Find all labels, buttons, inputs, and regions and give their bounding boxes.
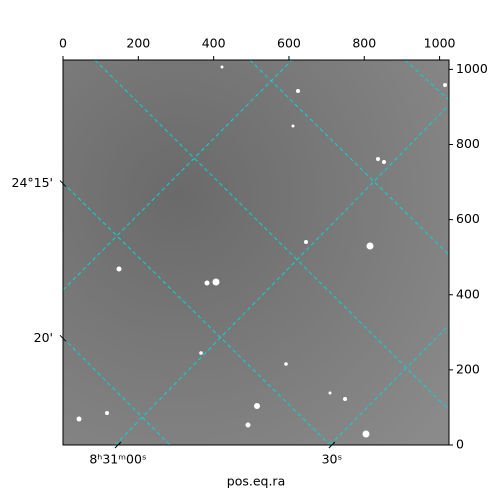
ra-tick-label: 8ʰ31ᵐ00ˢ — [89, 452, 146, 467]
star — [362, 430, 370, 438]
star — [343, 397, 347, 401]
star — [204, 280, 210, 286]
star — [116, 266, 122, 272]
star — [376, 157, 380, 161]
star — [245, 422, 251, 428]
star — [366, 242, 374, 250]
image — [63, 60, 449, 445]
stars — [76, 65, 447, 438]
star — [76, 416, 82, 422]
star — [220, 65, 224, 69]
grid-line — [63, 60, 293, 291]
dec-tick-label: 24°15' — [12, 175, 54, 190]
star — [199, 351, 203, 355]
star — [254, 403, 260, 409]
star — [382, 160, 386, 164]
grid-line — [94, 60, 449, 411]
grid-line — [114, 104, 449, 445]
star — [304, 240, 308, 244]
x-tick-label: 800 — [352, 36, 376, 51]
frame — [62, 59, 450, 446]
y-tick-label: 1000 — [456, 61, 488, 76]
coordinate-grid — [63, 60, 449, 445]
star — [296, 89, 300, 93]
x-axis-label: pos.eq.ra — [227, 474, 285, 489]
star — [284, 362, 288, 366]
ra-tick-label: 30ˢ — [322, 452, 343, 467]
ra-tick — [114, 441, 122, 449]
x-tick-label: 0 — [59, 36, 67, 51]
dec-tick — [59, 334, 67, 342]
x-tick-label: 200 — [126, 36, 150, 51]
grid-line — [329, 324, 449, 445]
dec-tick — [59, 180, 67, 187]
x-tick-label: 400 — [202, 36, 226, 51]
ra-tick — [328, 441, 336, 449]
grid-line — [404, 60, 449, 101]
y-tick-label: 400 — [456, 286, 480, 301]
x-tick-label: 1000 — [424, 36, 456, 51]
y-tick-label: 800 — [456, 136, 480, 151]
grid-line — [249, 60, 449, 256]
x-tick-label: 600 — [277, 36, 301, 51]
grid-line — [63, 182, 331, 445]
y-tick-label: 600 — [456, 211, 480, 226]
star — [212, 278, 220, 286]
grid-line — [63, 337, 171, 445]
star — [291, 124, 295, 128]
star — [328, 391, 332, 395]
y-tick-label: 200 — [456, 361, 480, 376]
star — [443, 83, 447, 87]
star — [105, 411, 109, 415]
y-tick-label: 0 — [456, 437, 464, 452]
dec-tick-label: 20' — [34, 330, 53, 345]
